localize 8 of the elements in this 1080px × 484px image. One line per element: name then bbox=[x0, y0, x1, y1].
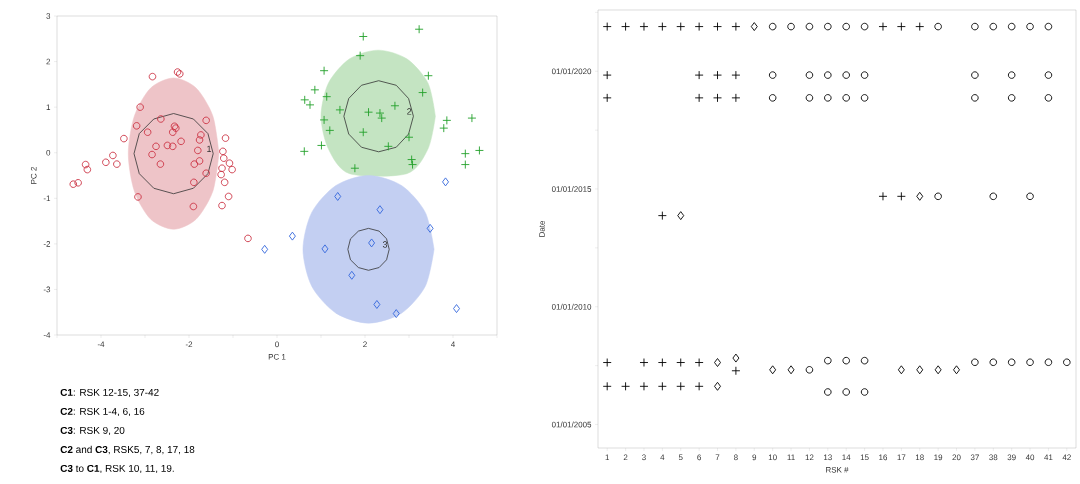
text: C1: RSK 12-15, 37-42 bbox=[60, 388, 159, 398]
annotation: 1 bbox=[207, 145, 212, 152]
text: C2 and C3, RSK5, 7, 8, 17, 18 bbox=[60, 445, 195, 455]
text: C3 to C1, RSK 10, 11, 19. bbox=[60, 464, 174, 474]
annotation: 3 bbox=[382, 241, 388, 248]
annotation: 2 bbox=[407, 108, 412, 115]
text: C3: RSK 9, 20 bbox=[60, 426, 125, 436]
text: C2: RSK 1-4, 6, 16 bbox=[60, 407, 145, 417]
